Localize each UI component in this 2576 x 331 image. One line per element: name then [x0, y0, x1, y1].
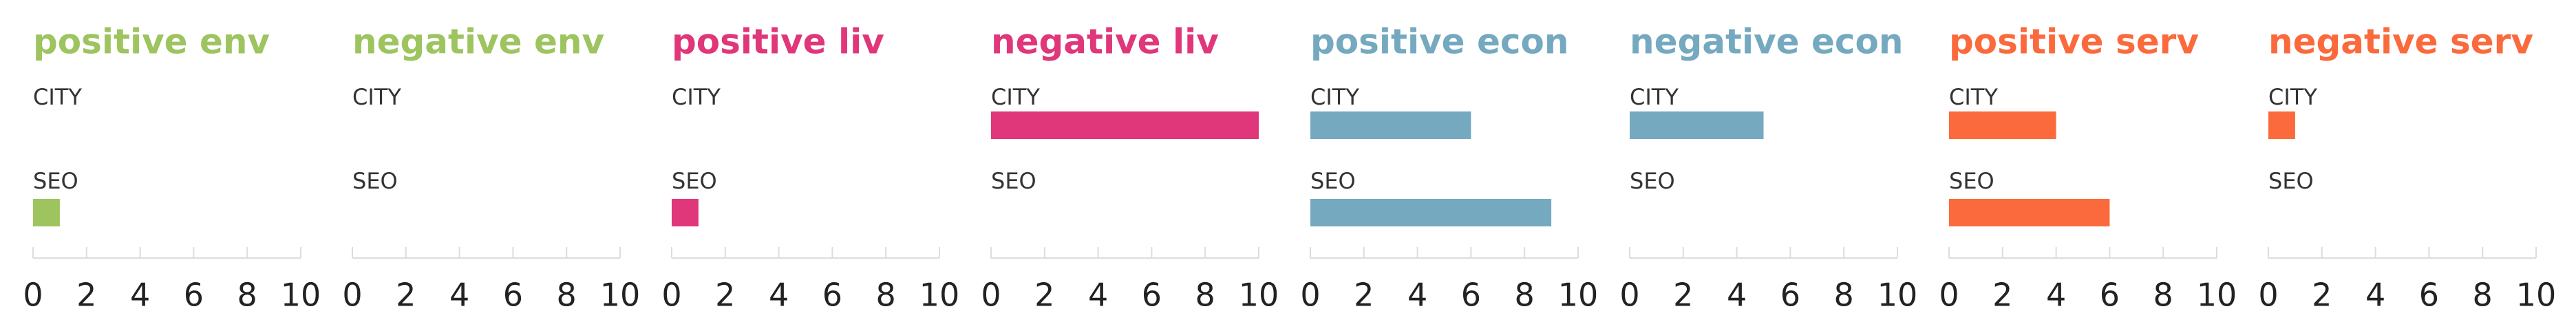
x-tick-label: 8	[237, 277, 257, 314]
x-tick-label: 10	[1877, 277, 1918, 314]
x-tick-label: 0	[661, 277, 681, 314]
x-tick-label: 10	[1558, 277, 1599, 314]
category-label: SEO	[991, 168, 1036, 194]
x-tick-label: 2	[1034, 277, 1054, 314]
x-tick-label: 8	[2153, 277, 2173, 314]
x-tick-label: 6	[2100, 277, 2120, 314]
x-tick-label: 6	[1461, 277, 1481, 314]
x-tick-label: 4	[2046, 277, 2066, 314]
panel-title: negative liv	[991, 22, 1219, 62]
x-tick-label: 4	[1407, 277, 1427, 314]
x-tick-label: 8	[2473, 277, 2493, 314]
category-label: CITY	[352, 84, 401, 110]
x-tick-label: 2	[715, 277, 735, 314]
bar	[1630, 111, 1764, 139]
bar	[2268, 111, 2295, 139]
category-label: CITY	[991, 84, 1040, 110]
category-label: SEO	[1310, 168, 1356, 194]
x-tick-label: 2	[2312, 277, 2332, 314]
x-tick-label: 2	[76, 277, 96, 314]
x-tick-label: 0	[2258, 277, 2278, 314]
category-label: CITY	[672, 84, 721, 110]
x-tick-label: 8	[1515, 277, 1535, 314]
x-tick-label: 4	[2365, 277, 2385, 314]
category-label: SEO	[33, 168, 78, 194]
x-tick-label: 2	[1354, 277, 1374, 314]
bar	[1949, 199, 2110, 226]
x-tick-label: 10	[919, 277, 960, 314]
panel-title: negative econ	[1630, 22, 1904, 62]
x-tick-label: 8	[1834, 277, 1854, 314]
bar	[1310, 111, 1471, 139]
x-tick-label: 0	[981, 277, 1001, 314]
x-tick-label: 10	[2197, 277, 2237, 314]
x-tick-label: 0	[342, 277, 362, 314]
x-tick-label: 6	[2419, 277, 2439, 314]
x-tick-label: 0	[1300, 277, 1320, 314]
x-tick-label: 0	[1939, 277, 1959, 314]
x-tick-label: 10	[2516, 277, 2557, 314]
x-tick-label: 4	[130, 277, 150, 314]
panel-title: negative serv	[2268, 22, 2533, 62]
panel-title: positive econ	[1310, 22, 1569, 62]
bar	[672, 199, 699, 226]
category-label: SEO	[2268, 168, 2314, 194]
x-tick-label: 6	[503, 277, 523, 314]
x-tick-label: 6	[822, 277, 842, 314]
category-label: SEO	[672, 168, 717, 194]
bar	[33, 199, 60, 226]
category-label: SEO	[352, 168, 398, 194]
x-tick-label: 0	[1619, 277, 1639, 314]
category-label: CITY	[33, 84, 82, 110]
x-tick-label: 6	[1780, 277, 1800, 314]
x-tick-label: 10	[281, 277, 321, 314]
panel-title: positive env	[33, 22, 270, 62]
x-tick-label: 8	[876, 277, 896, 314]
x-tick-label: 0	[23, 277, 43, 314]
x-tick-label: 6	[1142, 277, 1162, 314]
category-label: CITY	[1630, 84, 1679, 110]
x-tick-label: 10	[600, 277, 641, 314]
x-tick-label: 8	[1195, 277, 1215, 314]
category-label: CITY	[1949, 84, 1998, 110]
bar	[1949, 111, 2056, 139]
x-tick-label: 4	[1727, 277, 1747, 314]
bar	[991, 111, 1259, 139]
x-tick-label: 2	[1673, 277, 1693, 314]
x-tick-label: 4	[1088, 277, 1108, 314]
x-tick-label: 2	[1992, 277, 2012, 314]
x-tick-label: 8	[557, 277, 577, 314]
x-tick-label: 4	[449, 277, 469, 314]
x-tick-label: 6	[184, 277, 204, 314]
category-label: SEO	[1630, 168, 1675, 194]
x-tick-label: 4	[769, 277, 789, 314]
bar	[1310, 199, 1552, 226]
panel-title: negative env	[352, 22, 604, 62]
x-tick-label: 2	[396, 277, 416, 314]
category-label: CITY	[2268, 84, 2317, 110]
category-label: SEO	[1949, 168, 1994, 194]
x-tick-label: 10	[1239, 277, 1279, 314]
panel-title: positive liv	[672, 22, 884, 62]
panel-title: positive serv	[1949, 22, 2199, 62]
category-label: CITY	[1310, 84, 1359, 110]
